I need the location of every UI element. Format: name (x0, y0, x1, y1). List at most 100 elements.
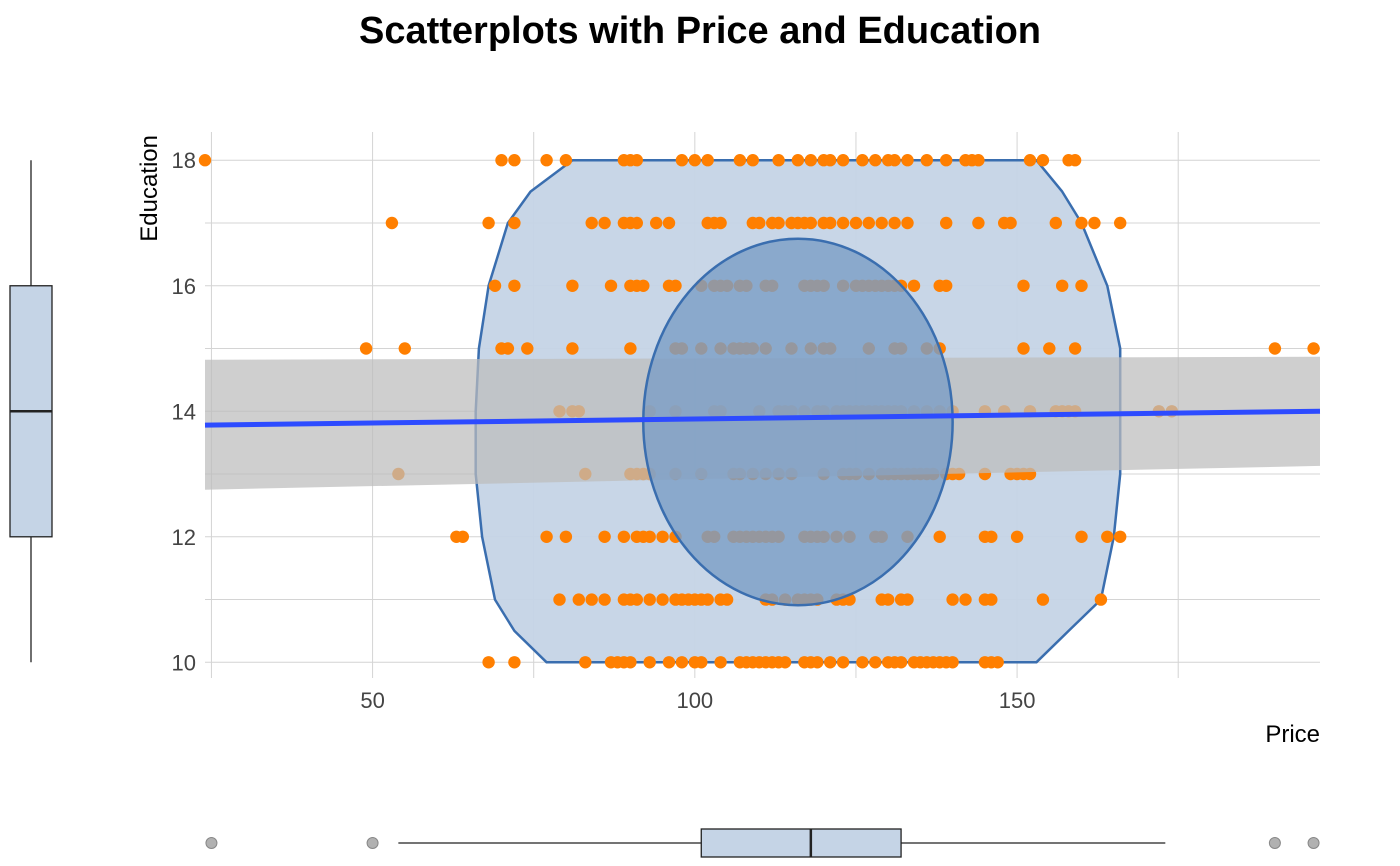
data-point (1114, 530, 1127, 543)
data-point (701, 593, 714, 606)
data-point (959, 593, 972, 606)
x-tick-label: 100 (676, 688, 713, 713)
data-point (836, 656, 850, 669)
regression-line-path (204, 408, 1321, 428)
data-point (488, 279, 502, 292)
data-point (624, 656, 637, 669)
data-point (630, 593, 643, 606)
data-point (940, 154, 953, 167)
data-point (1017, 342, 1030, 355)
data-point (888, 216, 901, 230)
y-axis-ticks: 10 12 14 16 18 (172, 148, 196, 675)
data-point (1049, 216, 1063, 230)
data-point (579, 656, 592, 669)
data-point (637, 279, 650, 292)
y-tick-label: 14 (172, 399, 196, 424)
data-point (1088, 216, 1101, 230)
data-point (624, 342, 637, 355)
data-point (398, 342, 411, 355)
data-point (508, 216, 521, 230)
data-point (482, 656, 495, 669)
data-point (1094, 593, 1108, 606)
data-point (630, 154, 643, 167)
data-point (662, 216, 676, 230)
data-point (456, 530, 469, 543)
data-point (630, 216, 643, 230)
data-point (849, 216, 863, 230)
data-point (940, 216, 953, 230)
data-point (972, 216, 985, 230)
data-point (198, 154, 212, 167)
data-point (1004, 216, 1017, 230)
data-point (643, 656, 656, 669)
y-tick-label: 12 (172, 525, 196, 550)
data-point (598, 530, 611, 543)
data-point (1268, 342, 1282, 355)
data-point (1075, 216, 1088, 230)
x-boxplot-outlier (1307, 837, 1320, 849)
data-point (901, 154, 914, 167)
data-point (1307, 342, 1320, 355)
data-point (1023, 154, 1037, 167)
data-point (1101, 530, 1114, 543)
data-point (1075, 530, 1088, 543)
data-point (643, 530, 656, 543)
x-marginal-boxplot (205, 828, 1320, 858)
data-point (508, 154, 521, 167)
data-point (746, 154, 759, 167)
data-point (907, 279, 921, 292)
x-axis-ticks: 50 100 150 (360, 688, 1035, 713)
data-point (869, 154, 882, 167)
regression-line (204, 408, 1321, 428)
data-point (385, 216, 399, 230)
chart-title: Scatterplots with Price and Education (359, 10, 1041, 52)
data-point (901, 216, 914, 230)
y-marginal-boxplot (9, 160, 53, 663)
data-point (495, 154, 508, 167)
data-point (675, 656, 689, 669)
data-point (824, 656, 837, 669)
data-point (566, 342, 579, 355)
data-point (566, 279, 579, 292)
x-boxplot-outlier (1268, 837, 1281, 849)
data-point (753, 216, 766, 230)
data-point (824, 216, 837, 230)
data-point (985, 530, 998, 543)
x-boxplot-outlier (366, 837, 379, 849)
data-point (972, 154, 985, 167)
data-point (501, 342, 515, 355)
data-point (701, 154, 714, 167)
data-point (598, 216, 611, 230)
data-point (359, 342, 373, 355)
data-point (714, 216, 727, 230)
data-point (1068, 342, 1082, 355)
inner-ellipse (642, 237, 954, 607)
data-point (804, 216, 817, 230)
data-point (540, 154, 553, 167)
data-point (585, 593, 598, 606)
data-point (1114, 216, 1127, 230)
data-point (836, 154, 850, 167)
data-point (985, 593, 998, 606)
data-point (804, 154, 817, 167)
data-point (862, 216, 875, 230)
data-point (946, 593, 959, 606)
data-point (508, 656, 521, 669)
data-point (1017, 279, 1030, 292)
data-point (946, 656, 959, 669)
data-point (888, 154, 901, 167)
data-point (772, 154, 785, 167)
data-point (940, 279, 953, 292)
data-point (772, 216, 785, 230)
data-point (662, 656, 676, 669)
data-point (1068, 154, 1082, 167)
data-point (521, 342, 534, 355)
y-tick-label: 16 (172, 274, 196, 299)
data-point (675, 154, 689, 167)
data-point (669, 279, 682, 292)
data-point (733, 154, 747, 167)
data-point (811, 656, 824, 669)
y-axis-label: Education (136, 135, 163, 242)
data-point (559, 530, 573, 543)
